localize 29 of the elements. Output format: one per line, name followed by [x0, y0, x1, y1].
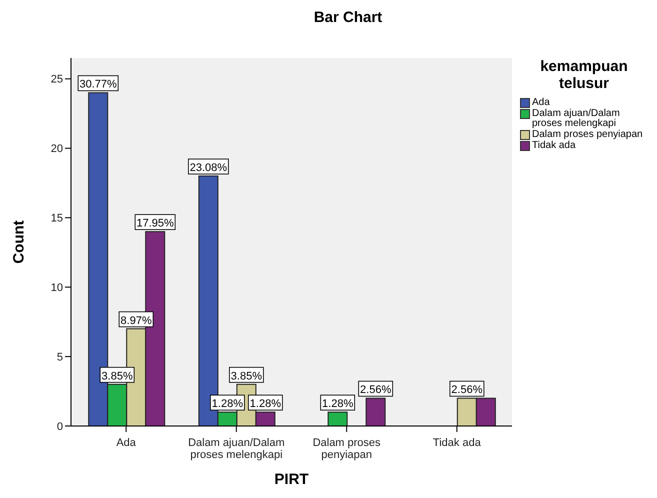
annotation: 3.85% [230, 370, 262, 382]
annotation: 1.28% [212, 398, 244, 410]
annotation: 17.95% [136, 218, 174, 230]
x-tick-label: Ada [116, 437, 137, 449]
y-tick-label: 10 [50, 282, 63, 294]
annotation: 1.28% [250, 398, 282, 410]
legend-title: kemampuan telusur [539, 58, 629, 92]
legend-label: Tidak ada [532, 140, 576, 151]
x-axis-title: PIRT [274, 471, 309, 488]
y-tick-label: 5 [56, 351, 63, 364]
y-tick-label: 25 [50, 74, 63, 86]
y-tick-label: 20 [50, 143, 63, 156]
x-tick-label: Dalam proses penyiapan [312, 437, 382, 461]
x-tick-label: Tidak ada [432, 437, 482, 449]
y-axis-title: Count [10, 220, 28, 264]
x-tick-label: Dalam ajuan/Dalam proses melengkapi [188, 437, 285, 461]
legend-label: Dalam proses penyiapan [532, 129, 643, 140]
y-tick-label: 15 [50, 212, 63, 225]
annotation: 2.56% [360, 384, 392, 396]
annotation: 30.77% [79, 78, 118, 91]
annotation: 23.08% [190, 162, 228, 174]
legend-label: Dalam ajuan/Dalam proses melengkapi [532, 108, 621, 129]
legend-label: Ada [532, 97, 550, 108]
annotation: 8.97% [120, 314, 152, 327]
annotation: 3.85% [102, 370, 133, 382]
annotation: 1.28% [322, 398, 354, 410]
annotation: 2.56% [451, 384, 483, 396]
chart-title: Bar Chart [312, 8, 384, 28]
y-tick-label: 0 [56, 420, 63, 433]
